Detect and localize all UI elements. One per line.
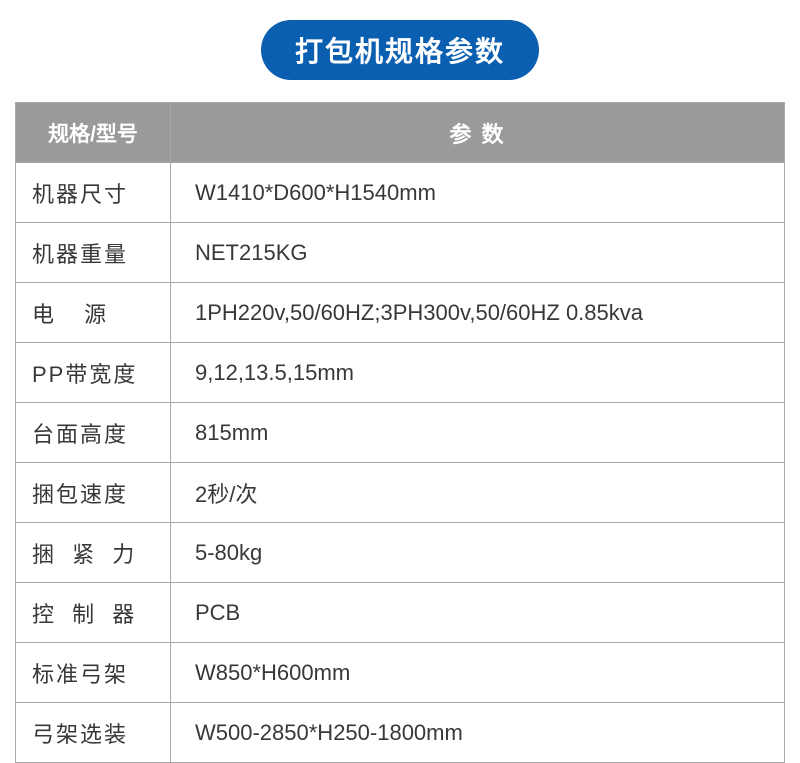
table-row: 机器尺寸W1410*D600*H1540mm [16, 163, 785, 223]
row-value: PCB [171, 583, 785, 643]
table-row: 捆 紧 力5-80kg [16, 523, 785, 583]
row-label: 台面高度 [16, 403, 171, 463]
table-header-row: 规格/型号 参 数 [16, 103, 785, 163]
row-value: 5-80kg [171, 523, 785, 583]
row-label: 电 源 [16, 283, 171, 343]
row-label: 捆 紧 力 [16, 523, 171, 583]
table-row: 标准弓架W850*H600mm [16, 643, 785, 703]
header-value: 参 数 [171, 103, 785, 163]
row-label: PP带宽度 [16, 343, 171, 403]
row-value: W850*H600mm [171, 643, 785, 703]
table-row: 台面高度815mm [16, 403, 785, 463]
header-label: 规格/型号 [16, 103, 171, 163]
table-row: 控 制 器PCB [16, 583, 785, 643]
row-value: 1PH220v,50/60HZ;3PH300v,50/60HZ 0.85kva [171, 283, 785, 343]
page-title-pill: 打包机规格参数 [261, 20, 539, 80]
table-row: 弓架选装W500-2850*H250-1800mm [16, 703, 785, 763]
row-label: 机器尺寸 [16, 163, 171, 223]
row-label: 机器重量 [16, 223, 171, 283]
row-value: W1410*D600*H1540mm [171, 163, 785, 223]
table-row: 捆包速度2秒/次 [16, 463, 785, 523]
row-value: 2秒/次 [171, 463, 785, 523]
row-label: 捆包速度 [16, 463, 171, 523]
spec-table: 规格/型号 参 数 机器尺寸W1410*D600*H1540mm 机器重量NET… [15, 102, 785, 763]
row-value: 815mm [171, 403, 785, 463]
row-label: 控 制 器 [16, 583, 171, 643]
row-value: NET215KG [171, 223, 785, 283]
row-value: W500-2850*H250-1800mm [171, 703, 785, 763]
row-value: 9,12,13.5,15mm [171, 343, 785, 403]
table-row: PP带宽度9,12,13.5,15mm [16, 343, 785, 403]
row-label: 标准弓架 [16, 643, 171, 703]
table-row: 机器重量NET215KG [16, 223, 785, 283]
row-label: 弓架选装 [16, 703, 171, 763]
table-row: 电 源1PH220v,50/60HZ;3PH300v,50/60HZ 0.85k… [16, 283, 785, 343]
